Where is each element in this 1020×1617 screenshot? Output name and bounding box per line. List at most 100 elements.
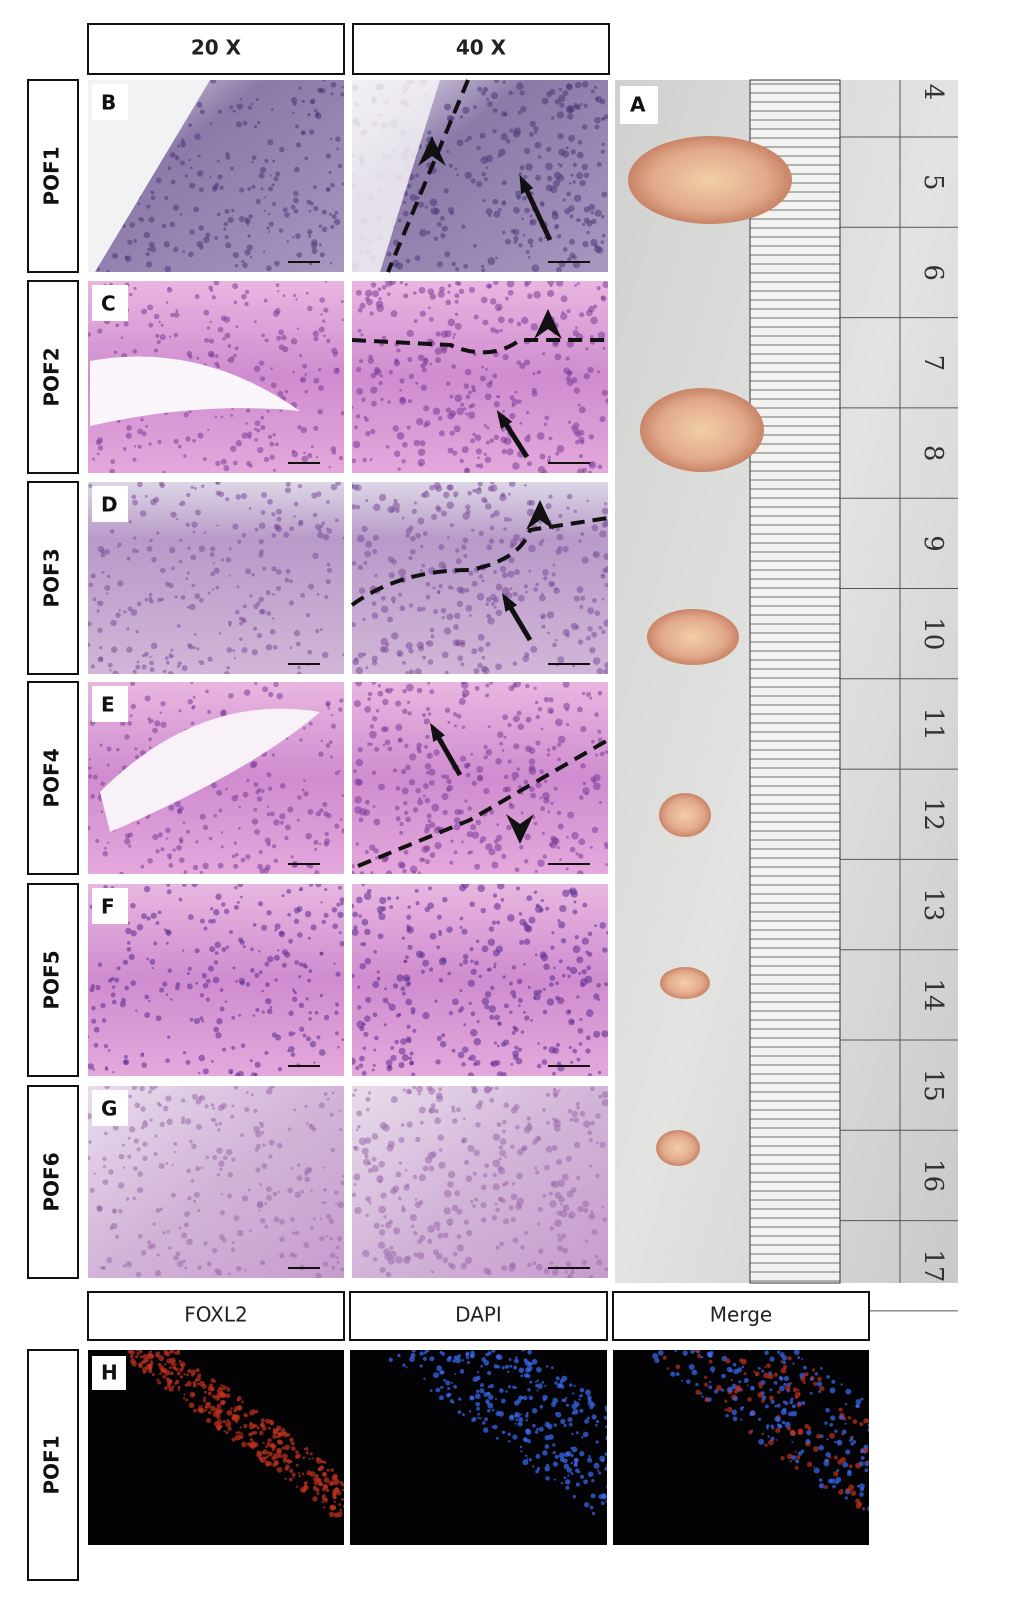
label-box (27, 681, 79, 875)
cell (419, 310, 426, 317)
cell (227, 620, 233, 625)
cell (267, 955, 274, 963)
cell (319, 628, 323, 631)
cell (529, 244, 534, 248)
signal (440, 1385, 444, 1389)
signal (560, 1481, 564, 1485)
cell (146, 545, 153, 552)
cell (377, 933, 384, 940)
cell (479, 132, 486, 139)
cell (196, 356, 200, 360)
signal (176, 1350, 180, 1353)
cell (374, 368, 382, 376)
cell (279, 146, 285, 153)
cell (295, 641, 301, 647)
signal (452, 1401, 455, 1404)
cell (451, 1108, 456, 1113)
cell (477, 482, 483, 487)
cell (233, 656, 237, 660)
cell (393, 1227, 401, 1235)
cell (406, 914, 412, 920)
cell (107, 841, 110, 844)
cell (318, 751, 324, 757)
cell (426, 230, 431, 235)
signal (786, 1453, 793, 1460)
cell (231, 1016, 236, 1020)
cell (356, 1110, 363, 1117)
cell (446, 1218, 454, 1226)
signal (483, 1360, 490, 1366)
signal (241, 1441, 247, 1448)
signal (447, 1392, 452, 1397)
cell (206, 326, 211, 330)
cell (495, 834, 503, 842)
cell (516, 710, 522, 716)
cell (513, 236, 519, 242)
cell (447, 412, 455, 420)
cell (541, 538, 545, 543)
cell (148, 599, 154, 604)
cell (124, 734, 130, 740)
cell (164, 581, 171, 587)
signal (767, 1439, 774, 1446)
cell (231, 795, 238, 802)
cell (406, 425, 411, 430)
signal (188, 1402, 195, 1409)
cell (182, 250, 186, 254)
cell (486, 426, 490, 430)
cell (186, 571, 190, 575)
cell (220, 709, 227, 716)
signal (472, 1376, 479, 1383)
cell (244, 289, 250, 295)
cell (549, 1261, 554, 1265)
cell (145, 251, 150, 257)
cell (600, 573, 606, 579)
cell (198, 660, 201, 663)
cell (525, 163, 533, 171)
cell (112, 1070, 115, 1074)
cell (581, 1259, 587, 1266)
signal (127, 1342, 130, 1345)
cell (432, 407, 441, 415)
signal (164, 1363, 167, 1366)
cell (341, 85, 344, 89)
cell (326, 1097, 330, 1101)
cell (361, 918, 369, 926)
cell (154, 720, 161, 727)
cell (423, 405, 430, 412)
cell (578, 539, 582, 543)
signal (334, 1478, 340, 1485)
signal (509, 1364, 513, 1368)
cell (365, 996, 372, 1004)
signal (539, 1404, 544, 1409)
cell (406, 329, 414, 338)
cell (386, 292, 391, 297)
cell (151, 966, 154, 970)
cell (92, 457, 96, 461)
signal (183, 1373, 186, 1376)
cell (225, 155, 231, 161)
cell (133, 445, 137, 448)
cell (258, 950, 261, 953)
cell (138, 217, 142, 221)
cell (380, 595, 386, 601)
signal (328, 1511, 335, 1518)
cell (325, 281, 328, 283)
cell (394, 805, 400, 811)
cell (505, 296, 509, 301)
cell (422, 794, 426, 798)
cell (576, 1057, 581, 1062)
cell (452, 1118, 458, 1124)
cell (435, 331, 441, 337)
cell (403, 293, 409, 299)
cell (318, 1102, 325, 1109)
cell (485, 503, 492, 510)
cell (425, 641, 429, 645)
cell (413, 291, 417, 295)
signal (532, 1423, 536, 1428)
cell (254, 1147, 259, 1152)
cell (421, 563, 426, 568)
cell (483, 755, 488, 760)
cell (358, 914, 362, 918)
cell (601, 597, 605, 601)
